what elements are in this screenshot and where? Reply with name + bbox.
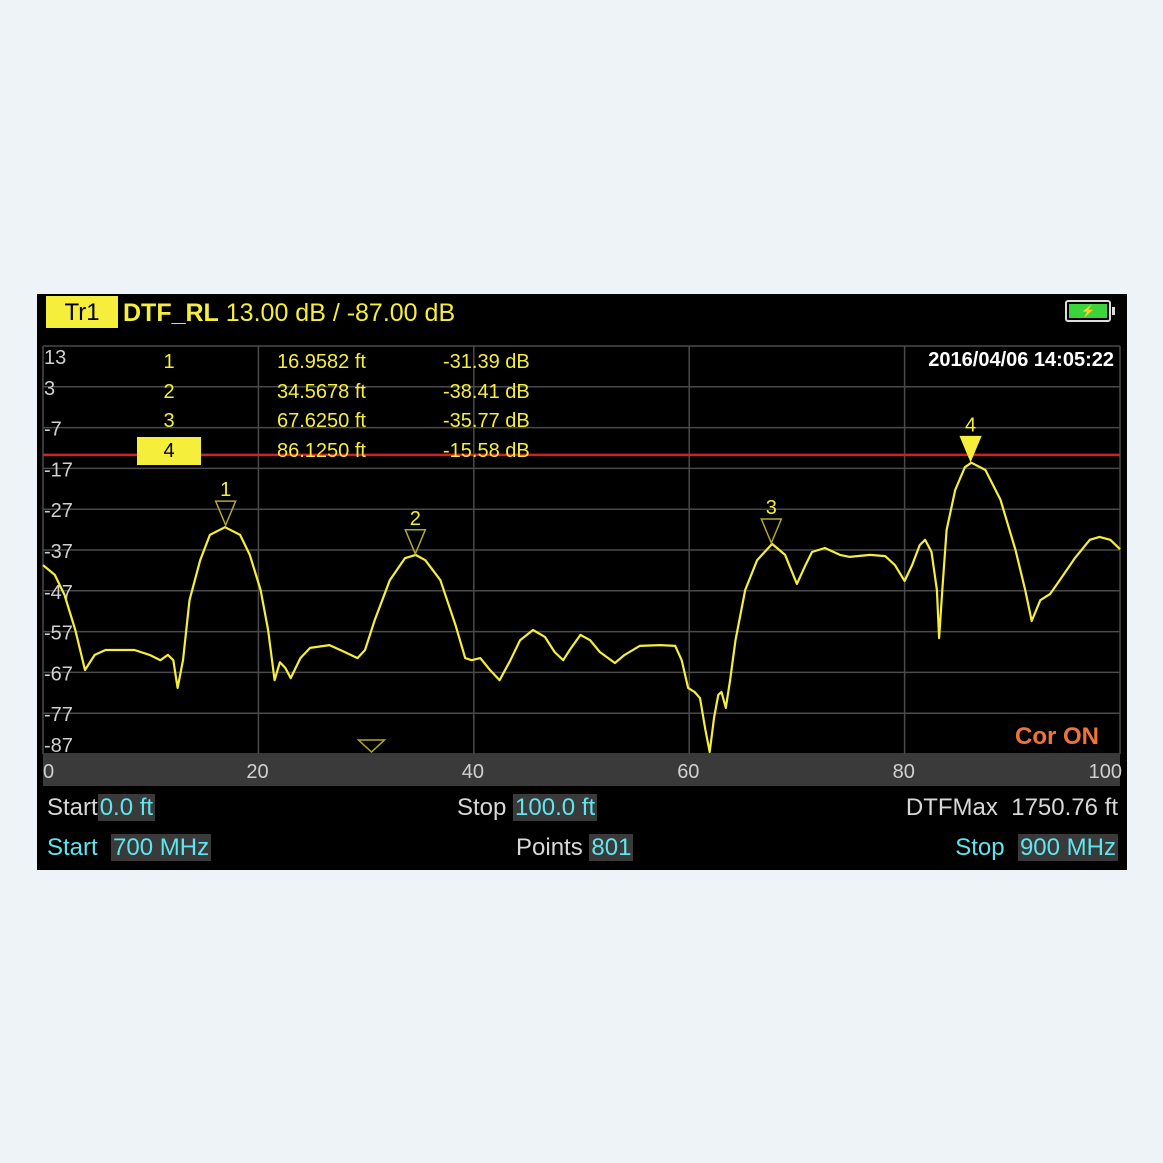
marker-distance: 16.9582 ft [277, 351, 366, 373]
marker-id[interactable]: 2 [163, 381, 175, 403]
marker-3-triangle [760, 518, 783, 545]
x-tick-label: 0 [43, 761, 55, 783]
dtfmax: DTFMax 1750.76 ft [906, 793, 1118, 823]
x-tick-label: 100 [1088, 761, 1122, 783]
freq-start[interactable]: Start 700 MHz [47, 833, 212, 863]
offscreen-marker-triangle [356, 739, 387, 754]
y-tick-label: -57 [44, 623, 73, 645]
dtfmax-value: 1750.76 ft [1011, 794, 1118, 821]
freq-stop-value[interactable]: 900 MHz [1017, 834, 1118, 861]
dist-start-label: Start [47, 794, 98, 821]
correction-status: Cor ON [1015, 723, 1099, 750]
marker-id[interactable]: 4 [137, 437, 201, 465]
marker-4-triangle [959, 435, 982, 463]
marker-distance: 67.6250 ft [277, 410, 366, 432]
freq-stop[interactable]: Stop 900 MHz [955, 833, 1118, 863]
dist-start[interactable]: Start0.0 ft [47, 793, 156, 823]
x-tick-label: 80 [892, 761, 915, 783]
y-tick-label: -27 [44, 500, 73, 522]
y-tick-label: -17 [44, 459, 73, 481]
dist-stop[interactable]: Stop 100.0 ft [457, 793, 598, 823]
marker-3-label: 3 [766, 497, 777, 519]
marker-id[interactable]: 3 [163, 410, 175, 432]
trace-line [42, 461, 1121, 754]
y-tick-label: -67 [44, 663, 73, 685]
dist-stop-value[interactable]: 100.0 ft [513, 794, 598, 821]
y-tick-label: -47 [44, 582, 73, 604]
x-tick-label: 20 [246, 761, 269, 783]
y-tick-label: -7 [44, 419, 62, 441]
marker-distance: 34.5678 ft [277, 381, 366, 403]
y-tick-label: 3 [44, 378, 55, 400]
measurement-type: DTF_RL [123, 299, 219, 327]
marker-1-triangle [214, 500, 237, 528]
x-axis-band [43, 754, 1120, 786]
marker-distance: 86.1250 ft [277, 440, 366, 462]
scale-range: 13.00 dB / -87.00 dB [225, 299, 456, 327]
y-tick-label: -87 [44, 735, 73, 757]
analyzer-screen: Tr1 DTF_RL 13.00 dB / -87.00 dB ⚡ 13 3 -7-… [37, 294, 1127, 870]
marker-value: -15.58 dB [443, 440, 530, 462]
freq-start-label: Start [47, 834, 98, 861]
battery-charging-icon: ⚡ [1065, 300, 1115, 322]
y-tick-label: -77 [44, 704, 73, 726]
marker-1-label: 1 [220, 479, 231, 501]
marker-value: -35.77 dB [443, 410, 530, 432]
x-tick-label: 60 [677, 761, 700, 783]
points-value[interactable]: 801 [589, 834, 634, 861]
points-label: Points [516, 834, 583, 861]
marker-id[interactable]: 1 [163, 351, 175, 373]
trace-title: DTF_RL 13.00 dB / -87.00 dB [123, 296, 455, 330]
marker-value: -38.41 dB [443, 381, 530, 403]
datetime: 2016/04/06 14:05:22 [928, 349, 1114, 371]
points[interactable]: Points 801 [516, 833, 634, 863]
marker-2-label: 2 [410, 508, 421, 530]
x-tick-label: 40 [461, 761, 485, 783]
trace-badge[interactable]: Tr1 [46, 296, 118, 328]
dist-stop-label: Stop [457, 794, 507, 821]
freq-start-value[interactable]: 700 MHz [111, 834, 212, 861]
dist-start-value[interactable]: 0.0 ft [97, 794, 156, 821]
marker-value: -31.39 dB [443, 351, 530, 373]
marker-2-triangle [404, 529, 427, 556]
y-tick-label: 13 [44, 347, 66, 369]
freq-stop-label: Stop [955, 834, 1005, 861]
marker-4-label: 4 [965, 415, 976, 437]
dtfmax-label: DTFMax [905, 794, 998, 821]
y-tick-label: -37 [44, 541, 73, 563]
